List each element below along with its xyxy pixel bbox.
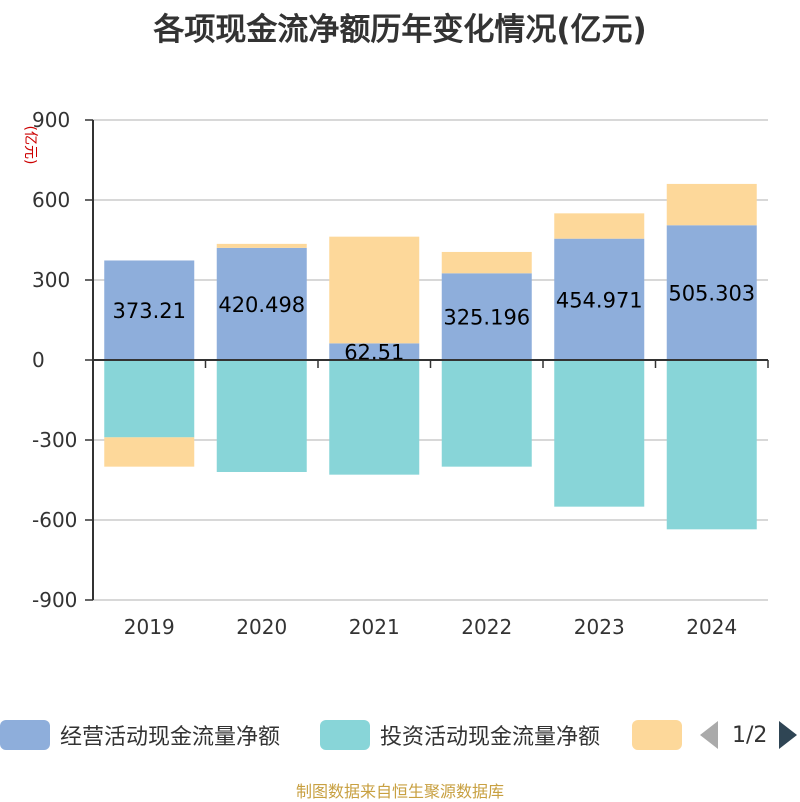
source-note: 制图数据来自恒生聚源数据库: [295, 782, 504, 801]
x-tick-label: 2024: [686, 615, 737, 639]
legend-swatch-investing: [320, 720, 370, 750]
y-tick-label: 300: [32, 268, 70, 292]
chevron-right-icon[interactable]: [779, 721, 798, 749]
y-tick-label: 600: [32, 188, 70, 212]
data-label: 420.498: [218, 293, 305, 317]
bar-financing: [441, 251, 532, 274]
legend-swatch-operating: [0, 720, 50, 750]
legend-item-investing[interactable]: 投资活动现金流量净额: [320, 718, 600, 752]
bar-operating: [104, 260, 195, 360]
axes: 900 600 300 0 -300 -600 -900 2019 2020 2021 2022 20…: [32, 108, 769, 639]
legend-pager: 1/2: [700, 718, 798, 752]
bar-investing: [554, 360, 645, 507]
data-label: 62.51: [344, 341, 404, 365]
bars: [104, 183, 757, 530]
y-tick-label: -900: [32, 588, 77, 612]
bar-financing: [666, 183, 757, 226]
y-tick-label: -600: [32, 508, 77, 532]
x-tick-label: 2023: [574, 615, 625, 639]
bar-investing: [216, 360, 307, 472]
x-tick-label: 2021: [349, 615, 400, 639]
bar-operating: [666, 225, 757, 360]
x-tick-label: 2019: [124, 615, 175, 639]
legend-label-operating: 经营活动现金流量净额: [60, 725, 281, 750]
data-label: 454.971: [556, 288, 643, 312]
data-label: 505.303: [668, 282, 755, 306]
bar-investing: [666, 360, 757, 530]
chevron-left-icon[interactable]: [700, 721, 718, 749]
x-tick-label: 2020: [236, 615, 287, 639]
chart-title: 各项现金流净额历年变化情况(亿元): [153, 12, 647, 48]
bar-operating: [329, 343, 420, 360]
bar-operating: [554, 238, 645, 360]
legend-item-operating[interactable]: 经营活动现金流量净额: [0, 718, 280, 752]
bar-investing: [104, 360, 195, 438]
data-labels: 373.21 420.498 62.51 325.196 454.971 505.303: [113, 282, 756, 365]
y-tick-label: -300: [32, 428, 77, 452]
legend-swatch-financing: [632, 720, 682, 750]
bar-financing: [329, 236, 420, 344]
legend-page-indicator: 1/2: [732, 722, 768, 748]
bar-investing: [329, 360, 420, 475]
bar-investing: [441, 360, 532, 467]
bar-financing: [104, 437, 195, 467]
y-tick-label: 900: [32, 108, 70, 132]
legend-item-financing[interactable]: [632, 718, 692, 752]
x-tick-label: 2022: [461, 615, 512, 639]
bar-operating: [216, 247, 307, 360]
data-label: 373.21: [113, 299, 186, 323]
data-label: 325.196: [443, 306, 530, 330]
bar-financing: [216, 243, 307, 248]
bar-financing: [554, 213, 645, 239]
y-axis-unit-label: (亿元): [22, 126, 38, 165]
bar-operating: [441, 273, 532, 360]
legend-label-investing: 投资活动现金流量净额: [380, 725, 601, 750]
legend: 经营活动现金流量净额 投资活动现金流量净额 1/2: [0, 718, 800, 752]
y-tick-label: 0: [32, 348, 45, 372]
